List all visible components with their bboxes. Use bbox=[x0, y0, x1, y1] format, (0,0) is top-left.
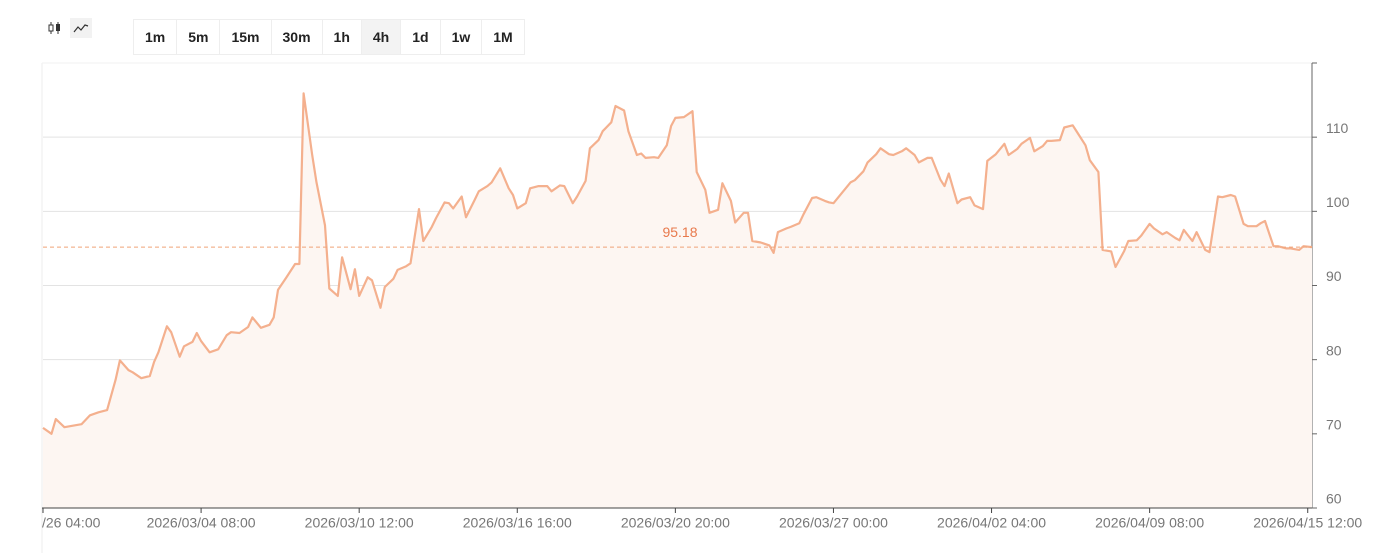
interval-button[interactable]: 1m bbox=[134, 20, 178, 54]
candlestick-icon[interactable] bbox=[44, 18, 66, 38]
x-tick-label: 2026/03/04 08:00 bbox=[147, 515, 256, 531]
line-glyph bbox=[73, 24, 89, 33]
interval-button[interactable]: 5m bbox=[177, 20, 221, 54]
candle-glyph bbox=[48, 22, 60, 34]
interval-button[interactable]: 1d bbox=[401, 20, 441, 54]
y-tick-label: 100 bbox=[1326, 194, 1350, 210]
line-icon[interactable] bbox=[70, 18, 92, 38]
series-line bbox=[42, 92, 1313, 435]
y-tick-label: 80 bbox=[1326, 342, 1342, 358]
price-label: 95.18 bbox=[662, 224, 697, 240]
interval-button[interactable]: 1w bbox=[441, 20, 483, 54]
interval-button[interactable]: 30m bbox=[272, 20, 323, 54]
interval-button[interactable]: 1M bbox=[493, 29, 513, 45]
interval-button[interactable]: 15m bbox=[220, 20, 272, 54]
x-tick-label: 2026/04/15 12:00 bbox=[1253, 515, 1362, 531]
interval-toolbar: 1m 5m 15m 30m 1h 4h 1d 1w 1M bbox=[133, 19, 525, 55]
y-tick-label: 90 bbox=[1326, 268, 1342, 284]
x-tick-label: 2026/03/10 12:00 bbox=[305, 515, 414, 531]
interval-button[interactable]: 1h bbox=[323, 20, 362, 54]
x-tick-label: 2026/03/27 00:00 bbox=[779, 515, 888, 531]
chart-type-switch bbox=[44, 18, 92, 38]
x-tick-label: 2026/04/09 08:00 bbox=[1095, 515, 1204, 531]
x-tick-label: 2026/04/02 04:00 bbox=[937, 515, 1046, 531]
x-tick-label: 2026/03/16 16:00 bbox=[463, 515, 572, 531]
interval-button[interactable]: 4h bbox=[361, 20, 402, 54]
x-tick-label: 2026/03/20 20:00 bbox=[621, 515, 730, 531]
series-area bbox=[43, 93, 1312, 509]
y-tick-label: 70 bbox=[1326, 417, 1342, 433]
x-tick-label: /26 04:00 bbox=[42, 515, 101, 531]
y-tick-label: 110 bbox=[1326, 120, 1349, 136]
y-tick-label: 60 bbox=[1326, 491, 1342, 507]
